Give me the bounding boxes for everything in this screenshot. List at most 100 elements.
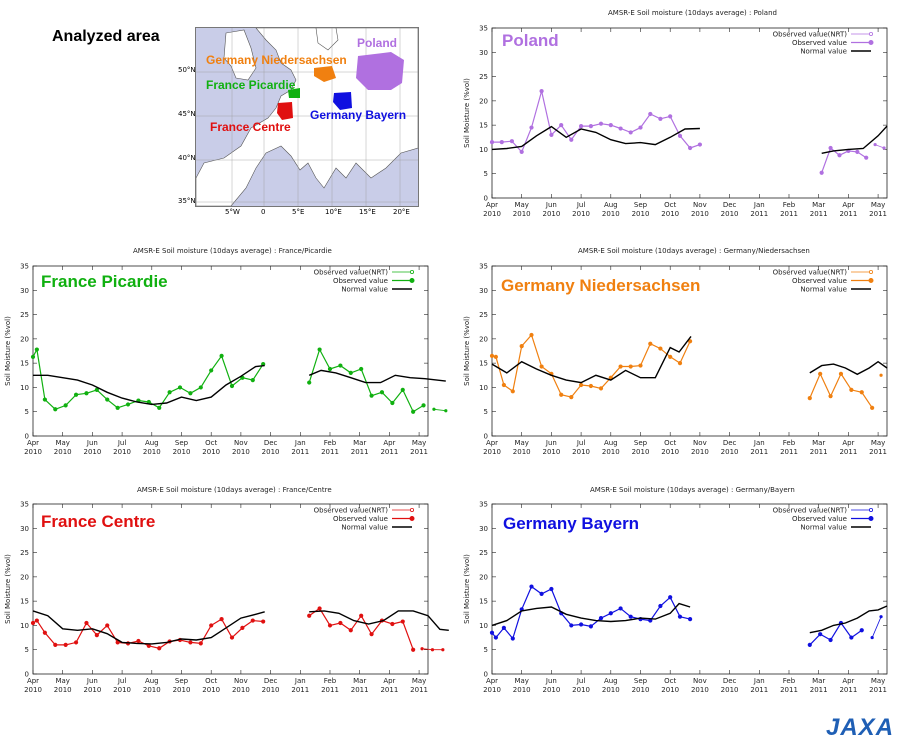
observed-point bbox=[828, 637, 833, 643]
nrt-point bbox=[420, 647, 424, 651]
observed-point bbox=[157, 646, 162, 651]
legend-marker bbox=[868, 516, 874, 522]
x-tick-year-label: 2011 bbox=[810, 448, 828, 456]
y-tick-label: 10 bbox=[479, 384, 488, 392]
x-tick-year-label: 2010 bbox=[173, 686, 191, 694]
x-tick-year-label: 2011 bbox=[810, 686, 828, 694]
region-niedersachsen-shape bbox=[314, 66, 336, 82]
x-tick-label: Apr bbox=[486, 201, 498, 209]
observed-point bbox=[489, 140, 495, 145]
x-tick-label: Jul bbox=[576, 677, 586, 685]
x-tick-label: Jun bbox=[86, 677, 98, 685]
observed-point bbox=[687, 145, 693, 151]
observed-point bbox=[501, 625, 506, 630]
observed-point bbox=[569, 395, 574, 400]
x-tick-label: Apr bbox=[486, 439, 498, 447]
x-tick-year-label: 2010 bbox=[542, 448, 560, 456]
series-line-normal bbox=[491, 602, 691, 627]
observed-point bbox=[317, 347, 322, 352]
observed-point bbox=[819, 170, 824, 175]
y-tick-label: 30 bbox=[20, 525, 29, 533]
legend-label: Observed value bbox=[792, 277, 847, 285]
x-tick-year-label: 2010 bbox=[691, 686, 709, 694]
map-label-centre: France Centre bbox=[210, 120, 291, 134]
observed-point bbox=[588, 124, 593, 129]
x-tick-year-label: 2011 bbox=[750, 448, 768, 456]
observed-point bbox=[588, 383, 593, 389]
observed-point bbox=[638, 617, 643, 622]
legend-label: Normal value bbox=[800, 286, 847, 294]
series-line-normal bbox=[491, 335, 692, 384]
x-tick-year-label: 2011 bbox=[869, 210, 887, 218]
observed-point bbox=[510, 636, 515, 641]
x-tick-year-label: 2011 bbox=[750, 686, 768, 694]
map-lon-5w: 5°W bbox=[225, 208, 240, 216]
map-lon-10e: 10°E bbox=[325, 208, 342, 216]
x-tick-year-label: 2010 bbox=[721, 686, 739, 694]
legend-label: Observed value(NRT) bbox=[314, 507, 389, 515]
observed-point bbox=[115, 405, 120, 410]
observed-point bbox=[30, 354, 36, 359]
legend-marker bbox=[409, 516, 415, 522]
observed-point bbox=[167, 639, 172, 644]
observed-point bbox=[628, 130, 633, 135]
map-lat-45: 45°N bbox=[178, 110, 196, 118]
x-tick-label: Dec bbox=[264, 677, 278, 685]
x-tick-label: Jun bbox=[545, 439, 557, 447]
observed-point bbox=[42, 630, 47, 635]
x-tick-label: Jan bbox=[753, 439, 765, 447]
y-tick-label: 0 bbox=[484, 195, 488, 203]
observed-point bbox=[608, 123, 613, 128]
x-tick-label: Jan bbox=[294, 439, 306, 447]
x-tick-label: Feb bbox=[783, 677, 796, 685]
y-tick-label: 25 bbox=[479, 311, 488, 319]
y-tick-label: 35 bbox=[20, 263, 29, 271]
observed-point bbox=[559, 392, 564, 397]
y-tick-label: 0 bbox=[484, 671, 488, 679]
observed-point bbox=[539, 89, 544, 94]
y-tick-label: 35 bbox=[479, 25, 488, 33]
observed-point bbox=[400, 387, 405, 392]
chart-big-label: Germany Bayern bbox=[503, 514, 640, 533]
x-tick-label: Apr bbox=[842, 677, 854, 685]
observed-point bbox=[209, 623, 214, 628]
observed-point bbox=[63, 642, 68, 647]
x-tick-label: Nov bbox=[693, 677, 707, 685]
x-tick-year-label: 2010 bbox=[262, 686, 280, 694]
observed-point bbox=[188, 640, 193, 645]
x-tick-year-label: 2010 bbox=[513, 210, 531, 218]
x-tick-year-label: 2010 bbox=[542, 686, 560, 694]
y-tick-label: 20 bbox=[479, 335, 488, 343]
nrt-point bbox=[444, 409, 448, 413]
observed-point bbox=[539, 591, 544, 596]
x-tick-year-label: 2010 bbox=[113, 686, 131, 694]
observed-point bbox=[658, 116, 663, 121]
series-line-observed bbox=[308, 607, 414, 650]
x-tick-year-label: 2010 bbox=[483, 210, 501, 218]
observed-point bbox=[628, 364, 633, 369]
nrt-point bbox=[432, 407, 436, 411]
x-tick-label: Nov bbox=[693, 439, 707, 447]
x-tick-label: Aug bbox=[604, 201, 618, 209]
observed-point bbox=[687, 339, 693, 344]
observed-point bbox=[828, 145, 833, 151]
x-tick-year-label: 2010 bbox=[572, 210, 590, 218]
observed-point bbox=[34, 618, 39, 623]
observed-point bbox=[198, 385, 203, 390]
y-axis-label: Soil Moisture (%vol) bbox=[463, 316, 471, 386]
x-tick-year-label: 2011 bbox=[410, 448, 428, 456]
x-tick-label: Apr bbox=[383, 439, 395, 447]
map-svg bbox=[196, 28, 418, 206]
y-tick-label: 5 bbox=[484, 170, 488, 178]
map-lon-5e: 5°E bbox=[292, 208, 305, 216]
observed-point bbox=[493, 635, 498, 640]
series-line-observed bbox=[809, 372, 873, 409]
x-tick-label: May bbox=[871, 439, 885, 447]
x-tick-year-label: 2010 bbox=[721, 448, 739, 456]
x-tick-label: May bbox=[514, 201, 528, 209]
observed-point bbox=[240, 625, 245, 630]
legend-label: Observed value(NRT) bbox=[773, 507, 848, 515]
observed-point bbox=[501, 382, 506, 388]
observed-point bbox=[390, 621, 395, 627]
x-tick-label: Mar bbox=[812, 677, 825, 685]
